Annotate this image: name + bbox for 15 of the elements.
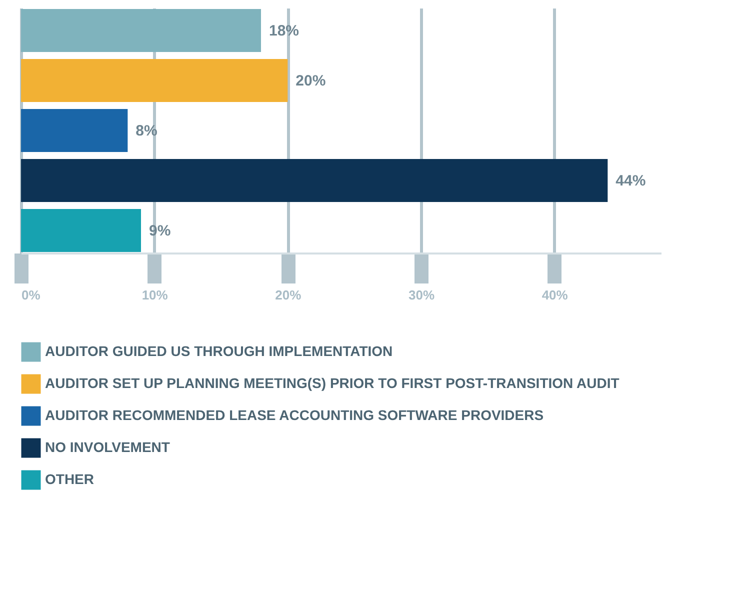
x-tick-label: 20% bbox=[275, 288, 302, 302]
data-label: 20% bbox=[296, 72, 326, 90]
x-tick-label: 40% bbox=[542, 288, 568, 302]
x-tick-label: 30% bbox=[408, 288, 435, 302]
data-label: 18% bbox=[269, 22, 300, 40]
x-tick-label: 10% bbox=[142, 288, 168, 302]
x-tick-label: 0% bbox=[22, 288, 41, 302]
legend-label: AUDITOR RECOMMENDED LEASE ACCOUNTING SOFTWARE PROVIDERS bbox=[45, 407, 544, 423]
legend-label: AUDITOR SET UP PLANNING MEETING(S) PRIOR TO FIRST POST-TRANSITION AUDIT bbox=[45, 375, 620, 391]
legend-label: NO INVOLVEMENT bbox=[45, 439, 170, 455]
legend-label: OTHER bbox=[45, 471, 94, 487]
data-label: 44% bbox=[616, 172, 646, 190]
legend-label: AUDITOR GUIDED US THROUGH IMPLEMENTATION bbox=[45, 343, 393, 359]
data-label: 8% bbox=[136, 122, 158, 140]
data-label: 9% bbox=[149, 222, 171, 240]
